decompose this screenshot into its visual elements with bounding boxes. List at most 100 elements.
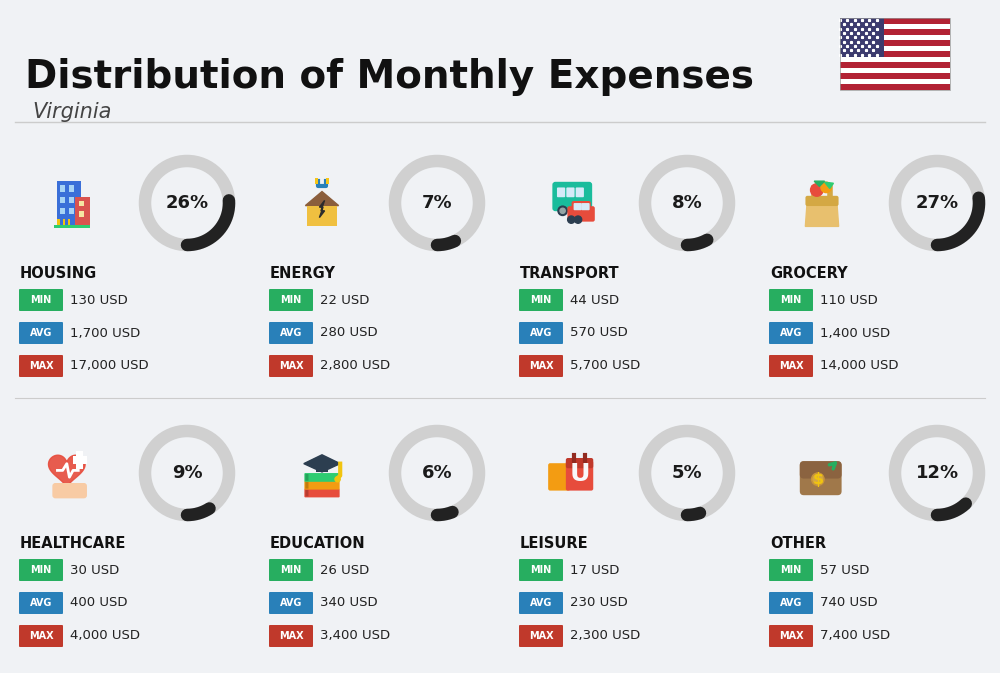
- FancyBboxPatch shape: [840, 57, 950, 63]
- FancyBboxPatch shape: [769, 592, 813, 614]
- Text: MAX: MAX: [779, 361, 803, 371]
- FancyBboxPatch shape: [840, 24, 950, 29]
- Text: 740 USD: 740 USD: [820, 596, 878, 610]
- FancyBboxPatch shape: [840, 68, 950, 73]
- Text: 8%: 8%: [672, 194, 702, 212]
- Text: MIN: MIN: [280, 295, 302, 305]
- Text: 570 USD: 570 USD: [570, 326, 628, 339]
- FancyBboxPatch shape: [840, 85, 950, 90]
- FancyBboxPatch shape: [304, 481, 340, 489]
- FancyBboxPatch shape: [69, 185, 74, 192]
- FancyBboxPatch shape: [566, 458, 593, 468]
- FancyBboxPatch shape: [840, 34, 950, 40]
- FancyBboxPatch shape: [519, 355, 563, 377]
- FancyBboxPatch shape: [769, 559, 813, 581]
- Polygon shape: [304, 455, 340, 472]
- Text: MIN: MIN: [530, 295, 552, 305]
- FancyBboxPatch shape: [769, 322, 813, 344]
- FancyBboxPatch shape: [269, 289, 313, 311]
- Text: AVG: AVG: [280, 328, 302, 338]
- FancyBboxPatch shape: [269, 592, 313, 614]
- FancyBboxPatch shape: [307, 205, 337, 226]
- Text: 17 USD: 17 USD: [570, 563, 619, 577]
- Text: AVG: AVG: [530, 598, 552, 608]
- Text: 110 USD: 110 USD: [820, 293, 878, 306]
- Text: AVG: AVG: [530, 328, 552, 338]
- FancyBboxPatch shape: [60, 208, 65, 215]
- Text: MAX: MAX: [779, 631, 803, 641]
- FancyBboxPatch shape: [269, 355, 313, 377]
- FancyBboxPatch shape: [57, 219, 60, 225]
- Text: 30 USD: 30 USD: [70, 563, 119, 577]
- Text: 26%: 26%: [165, 194, 209, 212]
- Text: HEALTHCARE: HEALTHCARE: [20, 536, 126, 551]
- Text: MAX: MAX: [529, 631, 553, 641]
- Text: 6%: 6%: [422, 464, 452, 482]
- FancyBboxPatch shape: [840, 40, 950, 46]
- FancyBboxPatch shape: [519, 322, 563, 344]
- FancyBboxPatch shape: [581, 203, 590, 210]
- FancyBboxPatch shape: [566, 188, 575, 197]
- FancyBboxPatch shape: [519, 559, 563, 581]
- Text: TRANSPORT: TRANSPORT: [520, 266, 620, 281]
- Text: GROCERY: GROCERY: [770, 266, 848, 281]
- FancyBboxPatch shape: [57, 181, 81, 225]
- FancyBboxPatch shape: [304, 473, 340, 482]
- Circle shape: [813, 474, 823, 484]
- FancyBboxPatch shape: [52, 483, 87, 499]
- Text: 44 USD: 44 USD: [570, 293, 619, 306]
- Text: 4,000 USD: 4,000 USD: [70, 629, 140, 643]
- FancyBboxPatch shape: [269, 559, 313, 581]
- Text: Virginia: Virginia: [32, 102, 111, 122]
- Text: MAX: MAX: [29, 631, 53, 641]
- FancyBboxPatch shape: [69, 197, 74, 203]
- FancyBboxPatch shape: [840, 79, 950, 85]
- FancyBboxPatch shape: [574, 203, 582, 210]
- Text: 3,400 USD: 3,400 USD: [320, 629, 390, 643]
- Polygon shape: [805, 198, 839, 226]
- Text: MIN: MIN: [780, 565, 802, 575]
- FancyBboxPatch shape: [75, 197, 90, 225]
- Text: 9%: 9%: [172, 464, 202, 482]
- Text: 14,000 USD: 14,000 USD: [820, 359, 898, 372]
- Circle shape: [575, 206, 584, 215]
- FancyBboxPatch shape: [805, 196, 839, 206]
- FancyBboxPatch shape: [269, 322, 313, 344]
- Text: 280 USD: 280 USD: [320, 326, 378, 339]
- FancyBboxPatch shape: [269, 625, 313, 647]
- FancyBboxPatch shape: [68, 219, 70, 225]
- FancyBboxPatch shape: [840, 46, 950, 51]
- Text: MAX: MAX: [279, 361, 303, 371]
- FancyBboxPatch shape: [19, 625, 63, 647]
- FancyBboxPatch shape: [769, 355, 813, 377]
- FancyBboxPatch shape: [840, 51, 950, 57]
- Polygon shape: [825, 182, 833, 188]
- FancyBboxPatch shape: [572, 201, 591, 213]
- Text: 2,300 USD: 2,300 USD: [570, 629, 640, 643]
- Circle shape: [812, 473, 824, 485]
- Circle shape: [821, 182, 831, 192]
- FancyBboxPatch shape: [519, 625, 563, 647]
- Text: AVG: AVG: [30, 598, 52, 608]
- Text: 7%: 7%: [422, 194, 452, 212]
- Text: 230 USD: 230 USD: [570, 596, 628, 610]
- Text: U: U: [569, 462, 590, 487]
- FancyBboxPatch shape: [19, 592, 63, 614]
- FancyBboxPatch shape: [63, 219, 65, 225]
- Circle shape: [560, 208, 565, 213]
- Circle shape: [558, 206, 567, 215]
- FancyBboxPatch shape: [60, 185, 65, 192]
- FancyBboxPatch shape: [315, 178, 318, 184]
- Text: MAX: MAX: [29, 361, 53, 371]
- FancyBboxPatch shape: [800, 461, 842, 495]
- FancyBboxPatch shape: [557, 188, 565, 197]
- Text: 7,400 USD: 7,400 USD: [820, 629, 890, 643]
- Text: MIN: MIN: [280, 565, 302, 575]
- Text: 5,700 USD: 5,700 USD: [570, 359, 640, 372]
- Text: MIN: MIN: [30, 565, 52, 575]
- Text: 57 USD: 57 USD: [820, 563, 869, 577]
- FancyBboxPatch shape: [79, 211, 84, 217]
- FancyBboxPatch shape: [304, 489, 340, 497]
- Text: EDUCATION: EDUCATION: [270, 536, 366, 551]
- FancyBboxPatch shape: [316, 464, 328, 472]
